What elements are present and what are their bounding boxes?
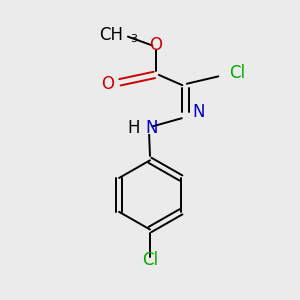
Text: N: N xyxy=(193,103,205,121)
Text: Cl: Cl xyxy=(230,64,246,82)
Text: H: H xyxy=(128,119,140,137)
Text: 3: 3 xyxy=(130,34,137,44)
Text: CH: CH xyxy=(100,26,124,44)
Text: N: N xyxy=(145,119,158,137)
Text: Cl: Cl xyxy=(142,251,158,269)
Text: O: O xyxy=(101,75,114,93)
Text: O: O xyxy=(149,37,162,55)
